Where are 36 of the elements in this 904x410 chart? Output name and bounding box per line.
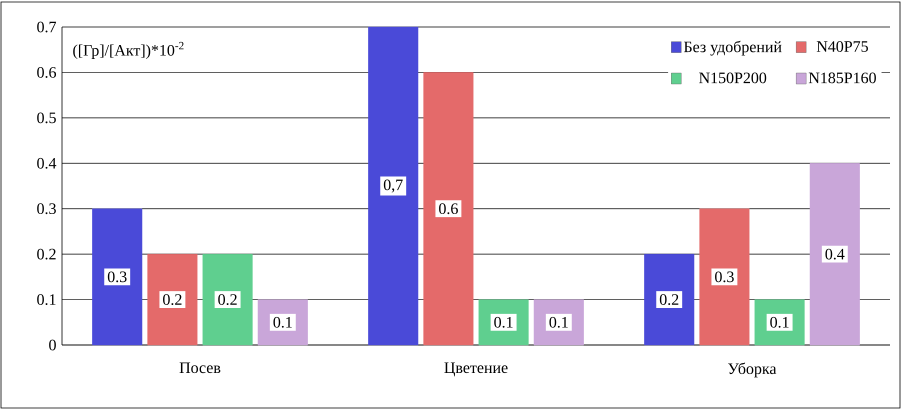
y-tick-label: 0.1: [37, 294, 56, 305]
bar: [810, 163, 860, 346]
bar: [644, 254, 694, 346]
data-label: 0.1: [549, 316, 568, 328]
x-tick-label: Посев: [180, 362, 220, 374]
data-label: 0.2: [660, 294, 678, 305]
data-label: 0.2: [218, 294, 237, 305]
y-tick-label: 0.2: [37, 248, 56, 260]
data-label: 0.1: [273, 316, 292, 328]
bar: [368, 26, 418, 346]
bar: [92, 208, 142, 346]
data-label: 0.2: [163, 294, 182, 305]
data-label: 0,7: [384, 179, 403, 193]
x-tick-label: Уборка: [728, 362, 776, 378]
data-label: 0.4: [825, 248, 845, 260]
bar: [699, 208, 750, 346]
legend-label: N185P160: [808, 72, 876, 84]
legend-label: Без удобрений: [684, 40, 782, 56]
y-tick-label: 0.7: [37, 22, 56, 32]
bar: [423, 72, 474, 346]
y-tick-label: 0.6: [37, 67, 56, 78]
y-axis-title: ([Гр]/[Акт])*10$^{-2}$: [73, 42, 184, 59]
x-tick-label: Цветение: [444, 362, 508, 376]
bar: [147, 254, 198, 346]
data-label: 0.1: [494, 316, 513, 328]
data-label: 0.6: [439, 203, 458, 214]
y-tick-label: 0.4: [37, 158, 56, 169]
y-tick-label: 0.3: [37, 203, 56, 214]
data-label: 0.3: [108, 271, 127, 282]
legend-label: N40P75: [816, 41, 868, 52]
y-tick-label: 0: [49, 340, 56, 350]
legend-label: N150P200: [699, 72, 766, 84]
data-label: 0.1: [770, 316, 789, 328]
y-tick-label: 0.5: [37, 112, 56, 124]
data-label: 0.3: [715, 271, 734, 282]
bar: [202, 254, 253, 346]
